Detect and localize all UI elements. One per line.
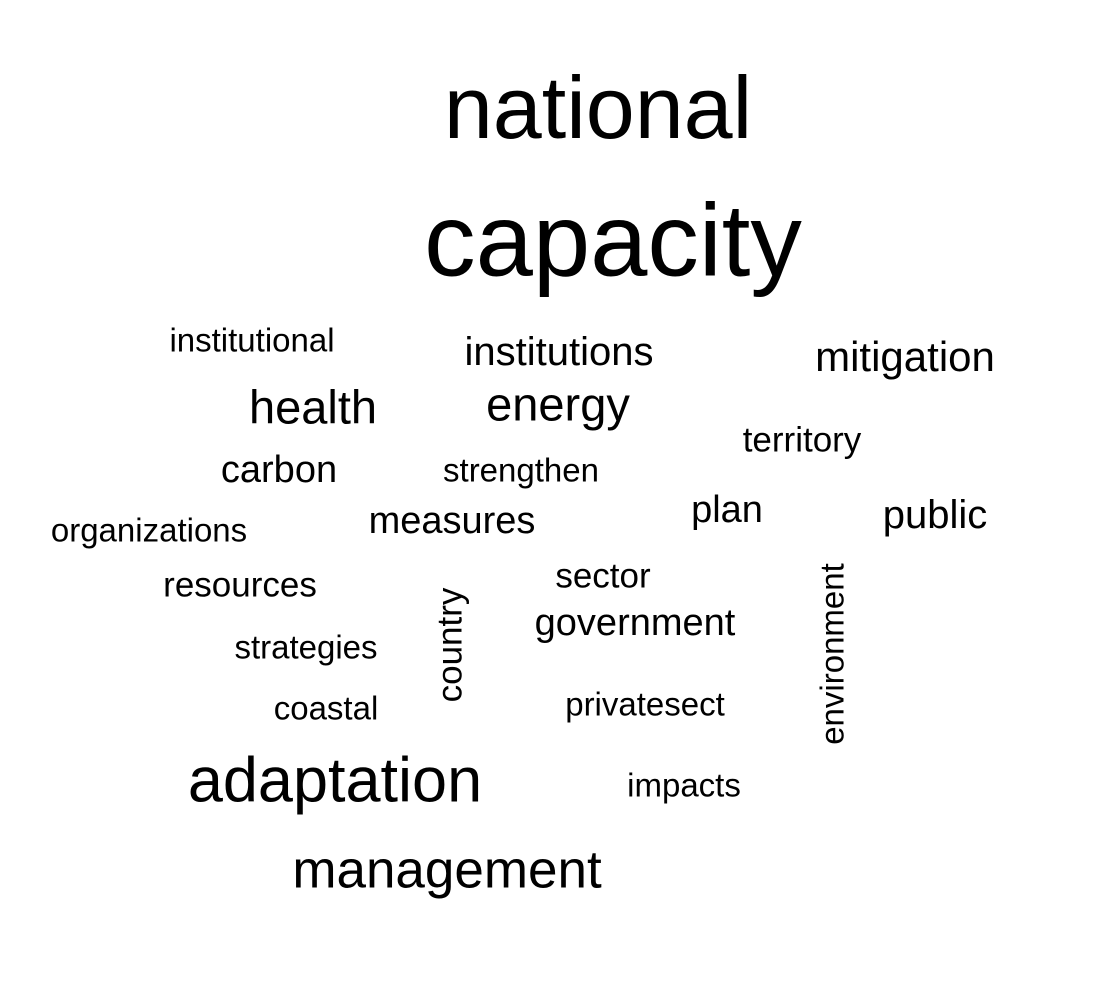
word-measures: measures xyxy=(368,500,536,542)
word-territory: territory xyxy=(742,420,862,460)
word-energy: energy xyxy=(486,377,630,431)
word-plan: plan xyxy=(691,489,763,531)
word-institutions: institutions xyxy=(464,330,654,374)
word-capacity: capacity xyxy=(424,182,802,298)
word-impacts: impacts xyxy=(627,766,741,804)
word-management: management xyxy=(292,840,602,900)
word-sector: sector xyxy=(555,556,651,596)
word-resources: resources xyxy=(163,565,317,605)
word-institutional: institutional xyxy=(169,321,335,359)
word-mitigation: mitigation xyxy=(815,333,995,380)
word-privatesect: privatesect xyxy=(565,685,725,723)
word-strengthen: strengthen xyxy=(443,451,599,489)
word-health: health xyxy=(248,380,378,434)
word-adaptation: adaptation xyxy=(187,745,483,816)
word-organizations: organizations xyxy=(50,511,248,549)
word-country: country xyxy=(430,587,470,703)
word-government: government xyxy=(534,602,736,644)
word-coastal: coastal xyxy=(273,689,379,727)
word-carbon: carbon xyxy=(220,449,338,491)
word-environment: environment xyxy=(813,563,851,745)
word-national: national xyxy=(443,58,753,157)
word-public: public xyxy=(882,493,988,537)
word-strategies: strategies xyxy=(234,628,378,666)
